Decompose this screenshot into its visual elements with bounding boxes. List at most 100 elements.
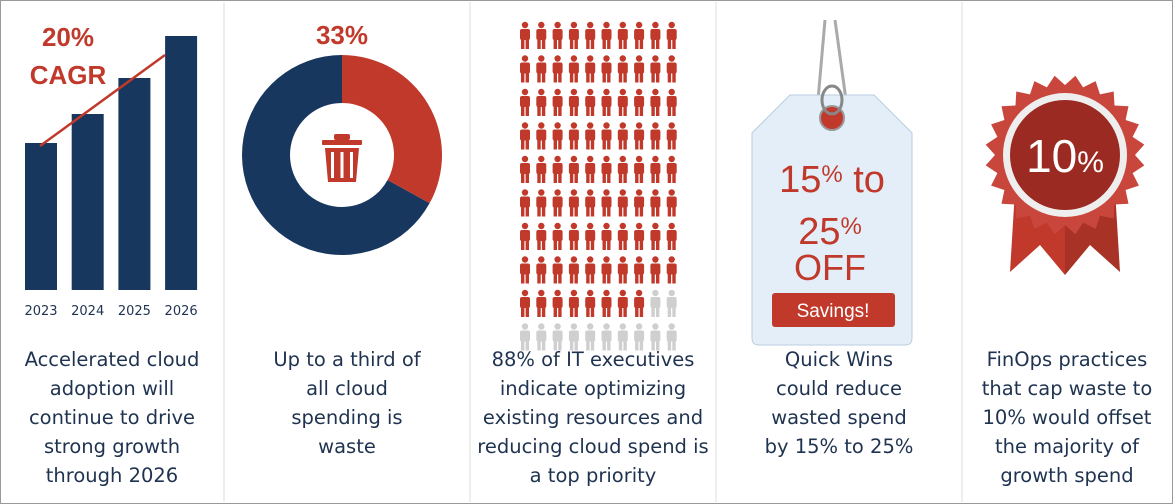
tag-text: 25% (798, 211, 862, 253)
body (617, 163, 628, 174)
body (520, 163, 530, 174)
head (521, 88, 529, 96)
person-icon (617, 323, 628, 351)
head (652, 88, 659, 96)
body (520, 129, 530, 141)
head (668, 21, 675, 29)
body (536, 230, 547, 241)
person-icon (601, 189, 612, 217)
head (538, 222, 545, 230)
body (568, 163, 579, 174)
body (601, 230, 612, 241)
leg (602, 206, 606, 217)
leg (651, 72, 655, 83)
head (668, 323, 675, 330)
head (652, 323, 659, 330)
person-icon (536, 88, 547, 116)
leg (537, 340, 541, 351)
head (668, 122, 675, 129)
leg (541, 72, 546, 83)
leg (623, 273, 627, 284)
leg (569, 340, 574, 351)
tag-percent: % (840, 213, 861, 240)
donut-rest (242, 55, 430, 255)
body (666, 196, 677, 208)
leg (623, 206, 627, 217)
body (536, 196, 547, 208)
leg (667, 340, 672, 351)
leg (656, 72, 660, 83)
leg (607, 173, 611, 183)
leg (635, 106, 639, 116)
person-icon (634, 21, 645, 49)
leg (656, 106, 660, 116)
head (652, 189, 659, 196)
person-icon (552, 323, 563, 351)
person-icon (552, 88, 563, 116)
body (601, 297, 612, 308)
leg (521, 340, 525, 351)
leg (558, 273, 562, 284)
leg (586, 273, 590, 284)
person-icon (585, 88, 596, 116)
body (650, 163, 661, 174)
leg (521, 307, 525, 317)
head (554, 222, 561, 230)
person-icon (666, 256, 677, 284)
body (536, 297, 547, 308)
body (617, 230, 628, 241)
person-icon (634, 289, 645, 317)
leg (521, 72, 525, 83)
leg (574, 206, 578, 217)
caption-line: through 2026 (46, 464, 178, 487)
body (585, 62, 596, 74)
body (552, 29, 563, 40)
person-icon (650, 323, 661, 351)
leg (635, 39, 639, 49)
leg (602, 340, 606, 351)
head (554, 256, 561, 263)
person-icon (650, 289, 661, 317)
head (554, 289, 561, 297)
leg (667, 273, 672, 284)
person-icon (568, 122, 579, 150)
body (568, 263, 579, 275)
caption-line: 10% would offset (983, 406, 1152, 429)
caption-line: the majority of (995, 435, 1140, 458)
leg (586, 139, 590, 150)
leg (537, 206, 541, 217)
person-icon (552, 55, 563, 83)
leg (651, 106, 655, 116)
person-icon (536, 122, 547, 150)
person-icon (617, 256, 628, 284)
leg (574, 39, 578, 49)
body (666, 263, 677, 275)
person-icon (585, 189, 596, 217)
leg (635, 206, 639, 217)
leg (525, 39, 529, 49)
person-icon (601, 88, 612, 116)
tag-number: 25 (798, 211, 840, 253)
leg (607, 206, 611, 217)
caption-line: waste (318, 435, 376, 458)
leg (537, 307, 541, 317)
person-icon (666, 122, 677, 150)
head (554, 122, 561, 129)
leg (541, 173, 546, 183)
person-icon (650, 122, 661, 150)
person-icon (585, 289, 596, 317)
leg (623, 106, 627, 116)
body (617, 196, 628, 208)
person-icon (585, 323, 596, 351)
leg (667, 106, 672, 116)
head (652, 155, 659, 163)
person-icon (536, 256, 547, 284)
person-icon (568, 155, 579, 183)
body (585, 163, 596, 174)
tag-percent: % (821, 161, 842, 188)
body (568, 129, 579, 141)
leg (623, 173, 627, 183)
caption-line: existing resources and (483, 406, 703, 429)
head (521, 189, 529, 196)
person-icon (552, 256, 563, 284)
